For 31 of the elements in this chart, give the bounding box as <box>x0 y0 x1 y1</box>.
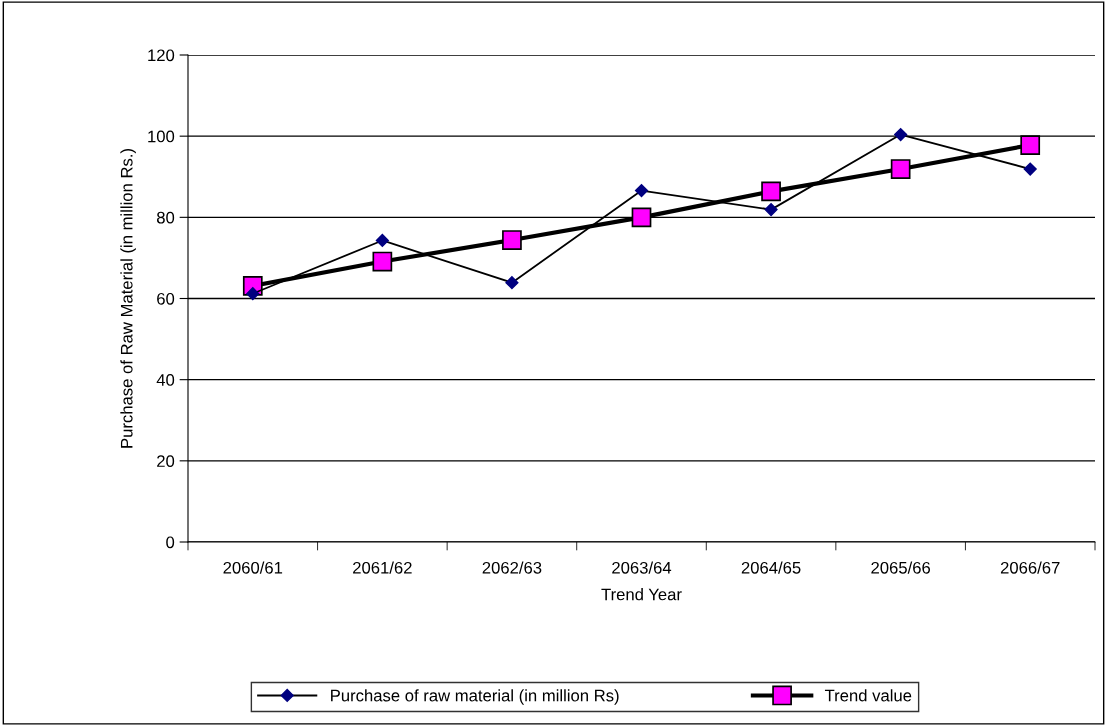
y-tick-label: 20 <box>157 455 175 468</box>
point <box>1023 162 1037 176</box>
y-tick-label: 100 <box>148 130 175 143</box>
x-tick-label: 2063/64 <box>612 561 672 574</box>
y-tick-label: 120 <box>148 49 175 62</box>
x-tick-label: 2066/67 <box>1000 561 1060 574</box>
point <box>1020 135 1041 155</box>
y-tick-label: 40 <box>156 374 175 386</box>
y-tick-label: 0 <box>166 536 175 549</box>
point <box>372 251 393 272</box>
x-tick-label: 2062/63 <box>482 561 542 574</box>
point <box>894 127 908 142</box>
y-tick-label: 60 <box>157 292 175 305</box>
y-tick-label: 80 <box>156 211 175 224</box>
legend-label: Purchase of raw material (in million Rs) <box>331 689 619 705</box>
y-axis-title: Purchase of Raw Material (in million Rs.) <box>120 149 136 448</box>
point <box>890 159 911 179</box>
x-tick-label: 2064/65 <box>741 561 801 574</box>
x-tick-label: 2065/66 <box>871 561 931 574</box>
point <box>502 230 522 250</box>
point <box>246 287 260 301</box>
x-tick-label: 2061/62 <box>353 561 412 574</box>
point <box>634 183 649 198</box>
point <box>631 207 652 228</box>
x-axis-title: Trend Year <box>601 588 682 601</box>
x-tick-label: 2060/61 <box>223 561 283 574</box>
legend-label: Trend value <box>824 689 912 702</box>
point <box>505 276 519 290</box>
point <box>761 181 781 202</box>
point <box>764 203 778 217</box>
point <box>375 233 389 248</box>
